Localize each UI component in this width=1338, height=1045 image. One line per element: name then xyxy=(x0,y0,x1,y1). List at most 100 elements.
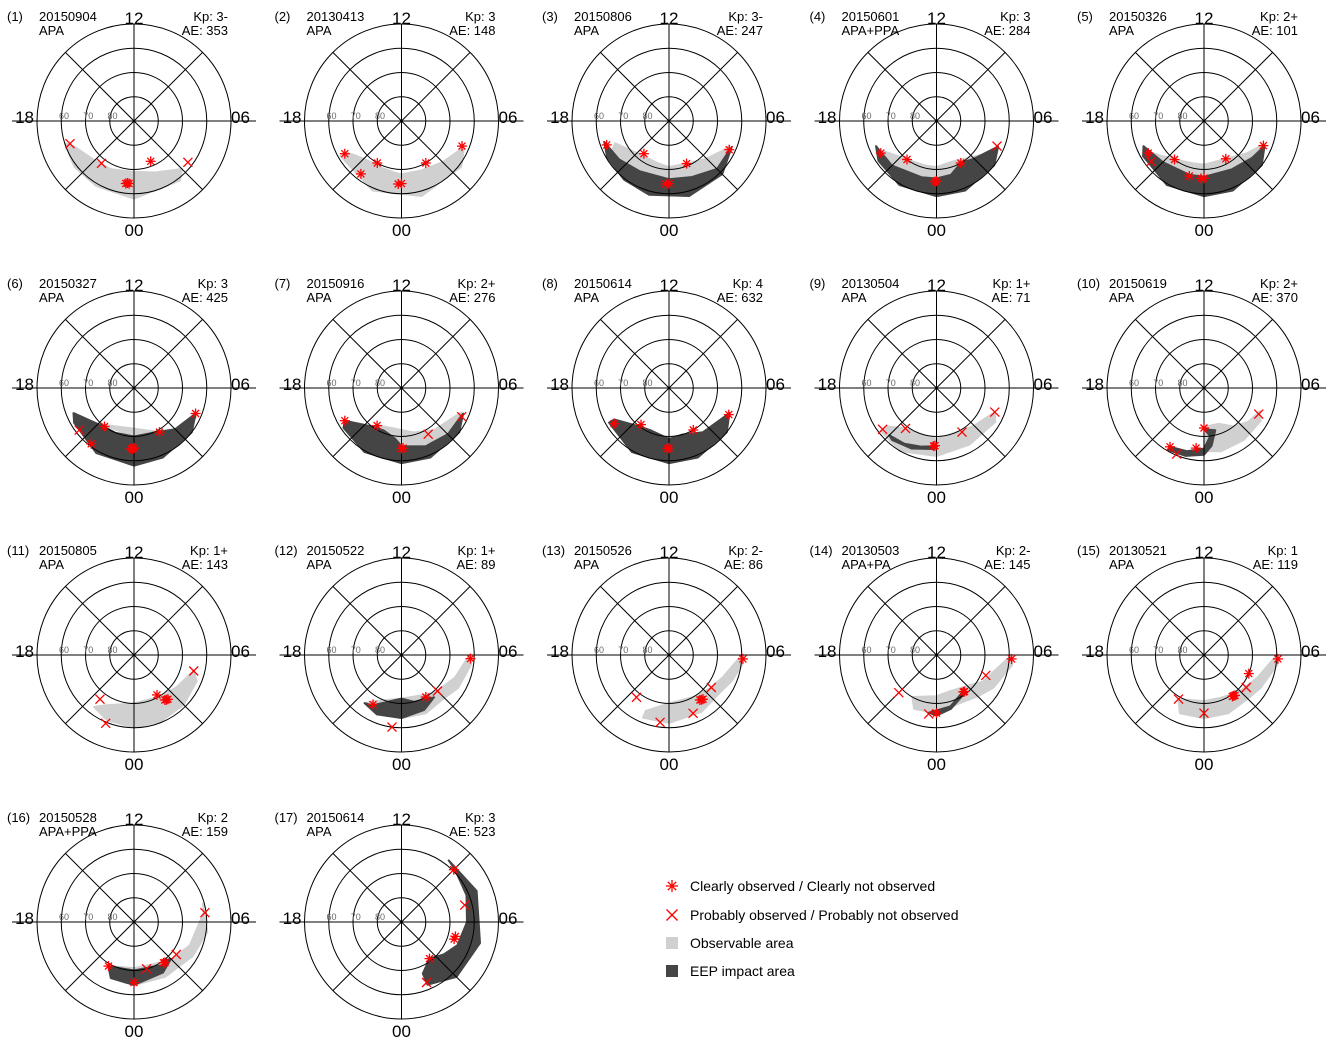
panel-instrument: APA xyxy=(1109,557,1134,572)
clock-label-bottom: 00 xyxy=(927,488,946,507)
meridian-line xyxy=(600,319,738,457)
clock-label-left: 18 xyxy=(818,375,837,394)
panel-kp: Kp: 1+ xyxy=(190,543,228,558)
clock-label-right: 06 xyxy=(499,375,518,394)
panel-instrument: APA xyxy=(1109,290,1134,305)
clock-label-top: 12 xyxy=(927,543,946,562)
panel-index: (15) xyxy=(1077,543,1100,558)
latitude-label: 70 xyxy=(886,645,896,655)
latitude-label: 70 xyxy=(83,645,93,655)
clock-label-bottom: 00 xyxy=(927,221,946,240)
clearly-observed-marker xyxy=(355,168,366,179)
latitude-label: 80 xyxy=(375,111,385,121)
probably-observed-marker xyxy=(432,686,443,696)
latitude-label: 60 xyxy=(59,111,69,121)
clearly-observed-marker xyxy=(1165,441,1175,452)
panel-instrument: APA xyxy=(39,557,64,572)
probably-observed-marker xyxy=(95,694,105,705)
panel-date: 20130521 xyxy=(1109,543,1167,558)
latitude-label: 80 xyxy=(1177,645,1187,655)
panel-ae: AE: 86 xyxy=(724,557,763,572)
latitude-label: 60 xyxy=(59,378,69,388)
clearly-observed-marker xyxy=(723,409,734,420)
panel-instrument: APA xyxy=(307,290,332,305)
clearly-observed-marker xyxy=(86,438,97,449)
clock-label-right: 06 xyxy=(1034,108,1053,127)
clock-label-left: 18 xyxy=(15,108,34,127)
panel-date: 20150327 xyxy=(39,276,97,291)
clock-label-left: 18 xyxy=(1085,642,1104,661)
clearly-observed-marker xyxy=(127,444,138,455)
panel-instrument: APA xyxy=(574,23,599,38)
panel-kp: Kp: 2+ xyxy=(1260,276,1298,291)
panel-ae: AE: 247 xyxy=(717,23,763,38)
latitude-label: 80 xyxy=(910,111,920,121)
latitude-label: 70 xyxy=(618,378,628,388)
meridian-line xyxy=(65,52,203,190)
meridian-line xyxy=(867,52,1006,190)
clock-label-left: 18 xyxy=(15,642,34,661)
panel-ae: AE: 523 xyxy=(449,824,495,839)
clearly-observed-marker xyxy=(1243,668,1254,679)
panel-kp: Kp: 2 xyxy=(198,810,228,825)
probably-observed-marker xyxy=(65,138,75,149)
panel-index: (4) xyxy=(810,9,826,24)
latitude-label: 60 xyxy=(861,111,871,121)
panel-kp: Kp: 2- xyxy=(996,543,1031,558)
clock-label-bottom: 00 xyxy=(392,1022,411,1041)
latitude-label: 80 xyxy=(375,378,385,388)
clock-label-top: 12 xyxy=(392,543,411,562)
panel-instrument: APA xyxy=(39,23,64,38)
clock-label-top: 12 xyxy=(660,9,679,28)
clearly-observed-marker xyxy=(1227,691,1238,702)
clock-label-top: 12 xyxy=(1195,276,1214,295)
probably-observed-marker xyxy=(877,424,888,435)
panel-date: 20150806 xyxy=(574,9,632,24)
latitude-label: 80 xyxy=(910,645,920,655)
clearly-observed-marker xyxy=(152,689,162,700)
latitude-label: 70 xyxy=(618,111,628,121)
clock-label-top: 12 xyxy=(125,810,144,829)
legend-item-clear: Clearly observed / Clearly not observed xyxy=(666,878,935,894)
panel-instrument: APA xyxy=(1109,23,1134,38)
panel-date: 20150916 xyxy=(307,276,365,291)
clock-label-bottom: 00 xyxy=(660,488,679,507)
panel-index: (5) xyxy=(1077,9,1093,24)
latitude-label: 60 xyxy=(861,378,871,388)
clock-label-right: 06 xyxy=(231,375,250,394)
panel-instrument: APA xyxy=(574,290,599,305)
clearly-observed-marker xyxy=(103,961,114,972)
panel-date: 20150619 xyxy=(1109,276,1167,291)
latitude-label: 70 xyxy=(83,912,93,922)
meridian-line xyxy=(332,319,471,457)
panel-index: (8) xyxy=(542,276,558,291)
clearly-observed-marker xyxy=(958,686,969,697)
clearly-observed-marker xyxy=(724,144,735,155)
clearly-observed-marker xyxy=(420,158,431,168)
clearly-observed-marker xyxy=(681,158,692,169)
clearly-observed-marker xyxy=(694,695,705,705)
clock-label-bottom: 00 xyxy=(1195,755,1214,774)
latitude-label: 60 xyxy=(326,378,336,388)
clearly-observed-marker xyxy=(1169,154,1180,165)
panel-kp: Kp: 3- xyxy=(193,9,228,24)
probably-observed-marker xyxy=(923,708,934,719)
meridian-line xyxy=(867,319,1006,457)
clearly-observed-marker xyxy=(368,699,378,710)
meridian-line xyxy=(65,586,203,724)
clearly-observed-marker xyxy=(955,158,966,168)
clearly-observed-marker xyxy=(931,708,942,719)
latitude-label: 60 xyxy=(326,111,336,121)
meridian-line xyxy=(332,52,471,190)
clock-label-bottom: 00 xyxy=(1195,221,1214,240)
panel-kp: Kp: 1+ xyxy=(458,543,496,558)
panel-instrument: APA xyxy=(842,290,867,305)
panel-index: (16) xyxy=(7,810,30,825)
asterisk-marker-icon xyxy=(666,880,678,892)
latitude-label: 60 xyxy=(594,111,604,121)
